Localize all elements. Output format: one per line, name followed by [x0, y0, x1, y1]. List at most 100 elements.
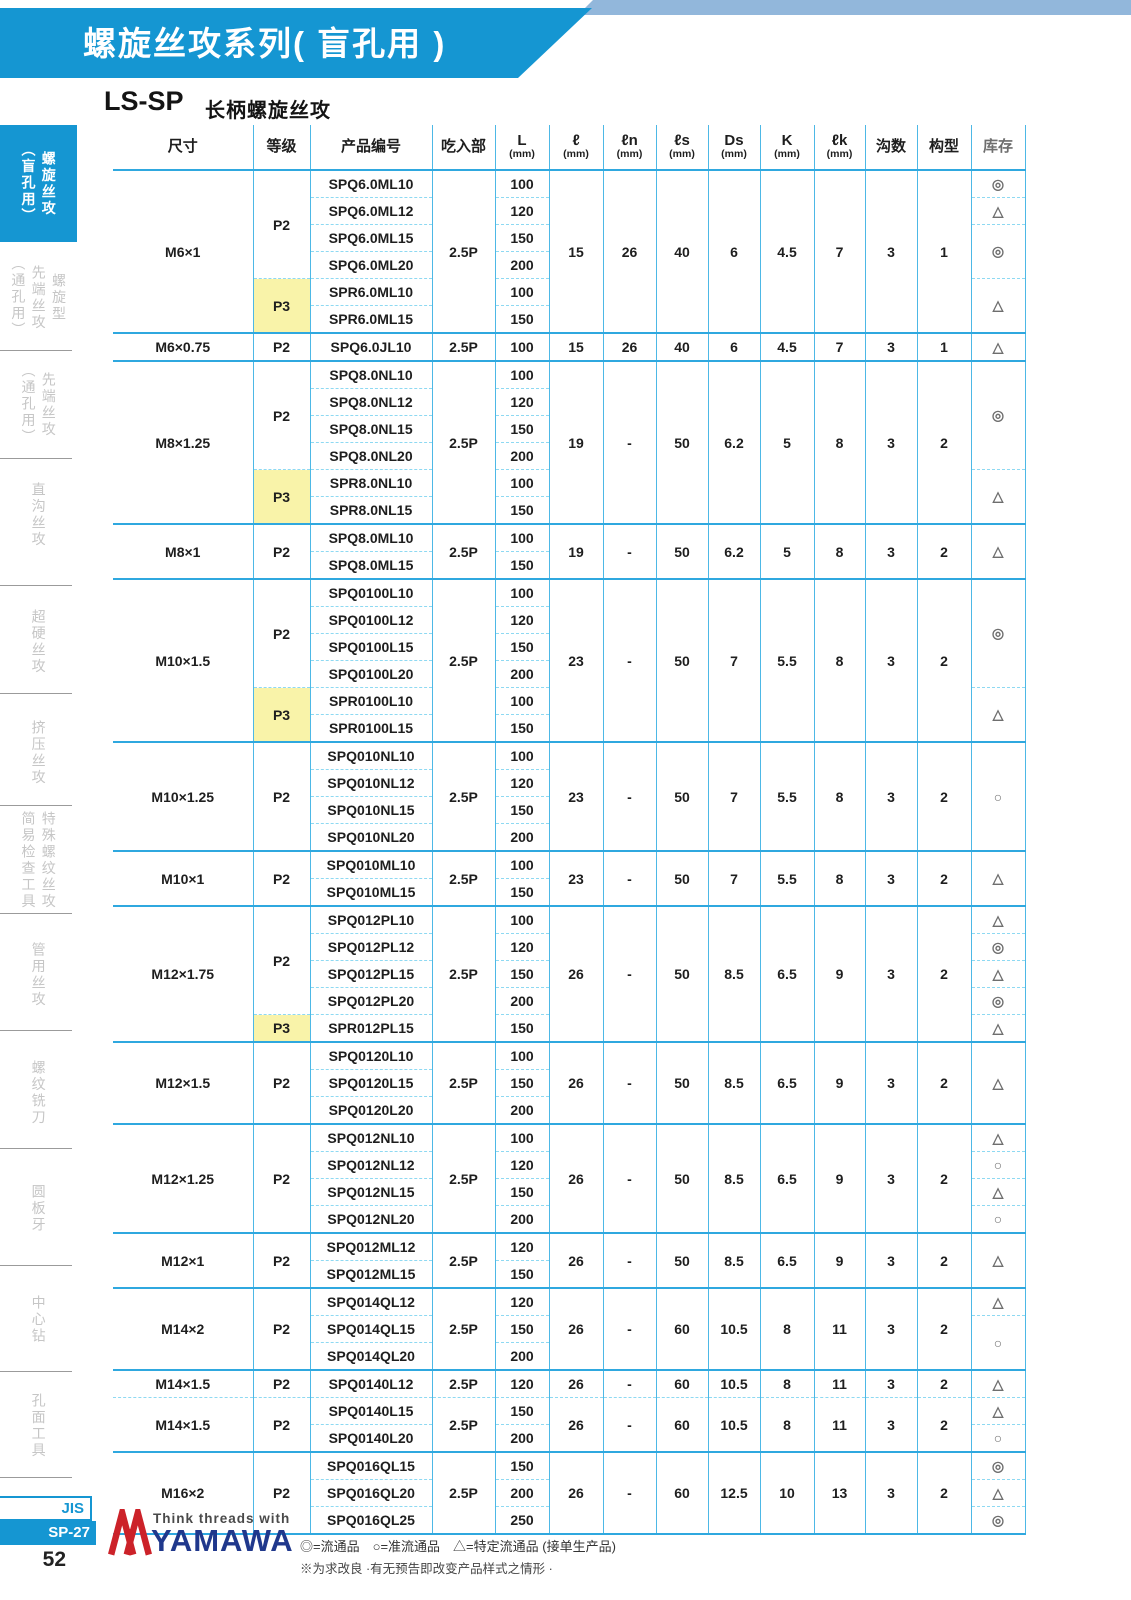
- cell-size: M12×1.25: [113, 1123, 253, 1233]
- table-row: M12×1.25 P2 SPQ012NL10 2.5P 100 26-50 8.5 6.5 9 3…: [113, 1123, 1026, 1233]
- table-row: SPQ8.0NL15 150: [113, 415, 1025, 443]
- catalog-table: 尺寸 等级 产品编号 吃入部 L (mm) ℓ (mm) ℓn (mm) ℓs (mm) Ds (mm) K…: [113, 125, 1026, 1535]
- col-header-label: 产品编号: [340, 137, 401, 155]
- cell-l: 250: [494, 1506, 549, 1534]
- sidebar-item[interactable]: 螺旋型 先端丝攻 （通孔用）: [10, 256, 67, 339]
- table-row: SPQ0100L20 200: [113, 660, 1025, 688]
- cell-code: SPQ0120L10: [309, 1041, 432, 1070]
- sidebar-item[interactable]: 管用丝攻: [30, 942, 47, 1008]
- cell-k: 5.5: [759, 578, 814, 742]
- cell-ds: 8.5: [707, 1123, 760, 1233]
- cell-size: M8×1.25: [113, 360, 253, 524]
- table-row: SPQ6.0ML15 150 ◎: [113, 224, 1026, 279]
- cell-l: 150: [494, 224, 549, 252]
- cell-ds: 10.5: [707, 1287, 760, 1370]
- cell-l: 150: [494, 960, 549, 988]
- stock-legend: ◎=流通品 ○=准流通品 △=特定流通品 (接单生产品): [300, 1539, 616, 1554]
- table-row: SPQ0120L15 150: [113, 1069, 1025, 1097]
- cell-size: M12×1.5: [113, 1041, 253, 1124]
- cell-eat: 2.5P: [431, 741, 495, 851]
- cell-code: SPQ0140L15: [309, 1397, 432, 1425]
- col-header-unit: (mm): [721, 148, 747, 161]
- cell-code: SPQ0140L12: [309, 1369, 432, 1398]
- col-header: 沟数: [864, 125, 917, 171]
- cell-l: 100: [494, 687, 549, 715]
- cell-gr: 3: [864, 850, 917, 906]
- cell-lk: 11: [813, 1369, 865, 1398]
- cell-code: SPQ012NL10: [309, 1123, 432, 1152]
- cell-code: SPQ8.0NL20: [309, 442, 432, 470]
- cell-code: SPR0100L10: [309, 687, 432, 715]
- sidebar-item[interactable]: 螺纹铣刀: [30, 1059, 47, 1126]
- page-number: 52: [42, 1548, 66, 1571]
- cell-l: 200: [494, 987, 549, 1015]
- cell-k: 4.5: [759, 332, 814, 361]
- table-row: M14×2 P2 SPQ014QL12 2.5P 120 26-60 10.5 8 11 3 2 △: [113, 1287, 1026, 1370]
- sidebar-item[interactable]: 挤压丝攻: [30, 719, 47, 786]
- cell-code: SPQ6.0ML15: [309, 224, 432, 252]
- cell-stock: ○: [970, 1151, 1026, 1179]
- cell-ds: 12.5: [707, 1451, 760, 1534]
- cell-l: 23: [548, 741, 603, 851]
- cell-code: SPQ010NL20: [309, 823, 432, 851]
- sidebar-item[interactable]: 特殊螺纹丝攻 简易检查工具: [20, 810, 57, 910]
- cell-l: 120: [494, 1287, 549, 1316]
- col-header-label: L: [517, 131, 527, 149]
- cell-k: 8: [759, 1287, 814, 1370]
- sidebar-item[interactable]: 孔面工具: [30, 1393, 47, 1459]
- section-badge: SP-27: [0, 1521, 96, 1545]
- cell-stock: △: [970, 905, 1026, 934]
- table-row: SPQ8.0ML15 150: [113, 551, 1025, 579]
- cell-k: 6.5: [759, 1232, 814, 1288]
- cell-ln: 26: [602, 332, 656, 361]
- cell-l: 150: [494, 714, 549, 742]
- table-row: SPQ014QL15 150 ○: [113, 1315, 1026, 1370]
- sidebar-item[interactable]: 先端丝攻 （通孔用）: [20, 363, 57, 446]
- series-code: LS-SP: [104, 86, 184, 116]
- cell-stock: ◎: [970, 933, 1026, 961]
- table-row: M12×1.5 P2 SPQ0120L10 2.5P 100 26-50 8.5 6.5 9 3 2…: [113, 1041, 1026, 1124]
- cell-code: SPQ6.0ML20: [309, 251, 432, 279]
- cell-code: SPQ012NL12: [309, 1151, 432, 1179]
- cell-ls: 60: [655, 1397, 708, 1452]
- cell-code: SPQ0100L15: [309, 633, 432, 661]
- sidebar-divider: [0, 693, 72, 694]
- col-header: ℓ (mm): [548, 125, 603, 171]
- cell-ls: 50: [655, 578, 708, 742]
- cell-ds: 7: [707, 578, 760, 742]
- cell-grade: P2: [252, 1123, 310, 1233]
- cell-ln: -: [602, 1232, 656, 1288]
- jis-badge: JIS: [0, 1496, 92, 1521]
- sidebar-item[interactable]: 圆板牙: [30, 1184, 47, 1234]
- cell-stock: ◎: [970, 360, 1026, 470]
- cell-form: 1: [916, 332, 971, 361]
- cell-l: 19: [548, 523, 603, 579]
- cell-code: SPQ012PL10: [309, 905, 432, 934]
- cell-stock: △: [970, 278, 1026, 333]
- cell-form: 2: [916, 1397, 971, 1452]
- cell-stock: ◎: [970, 1451, 1026, 1480]
- cell-code: SPQ8.0NL12: [309, 388, 432, 416]
- cell-eat: 2.5P: [431, 1397, 495, 1452]
- table-row: M12×1 P2 SPQ012ML12 2.5P 120 26-50 8.5 6.5 9 3 2 △: [113, 1232, 1026, 1288]
- cell-ls: 50: [655, 1041, 708, 1124]
- cell-stock: ○: [970, 1424, 1026, 1452]
- table-row: SPQ014QL20 200: [113, 1342, 1025, 1370]
- cell-l: 150: [494, 1451, 549, 1480]
- cell-eat: 2.5P: [431, 578, 495, 742]
- sidebar-item[interactable]: 超硬丝攻: [30, 608, 47, 675]
- cell-eat: 2.5P: [431, 1123, 495, 1233]
- table-header-row: 尺寸 等级 产品编号 吃入部 L (mm) ℓ (mm) ℓn (mm) ℓs (mm) Ds (mm) K…: [113, 125, 1026, 171]
- top-accent-band: [578, 0, 1131, 15]
- cell-l: 100: [494, 741, 549, 770]
- cell-l: 150: [494, 633, 549, 661]
- sidebar-item[interactable]: 螺旋丝攻 （盲孔用）: [0, 125, 77, 242]
- cell-gr: 3: [864, 741, 917, 851]
- sidebar-item[interactable]: 直沟丝攻: [30, 481, 47, 548]
- cell-form: 2: [916, 1451, 971, 1534]
- cell-code: SPR0100L15: [309, 714, 432, 742]
- cell-ds: 6.2: [707, 523, 760, 579]
- cell-ds: 8.5: [707, 905, 760, 1042]
- sidebar-item[interactable]: 中心钻: [30, 1295, 47, 1345]
